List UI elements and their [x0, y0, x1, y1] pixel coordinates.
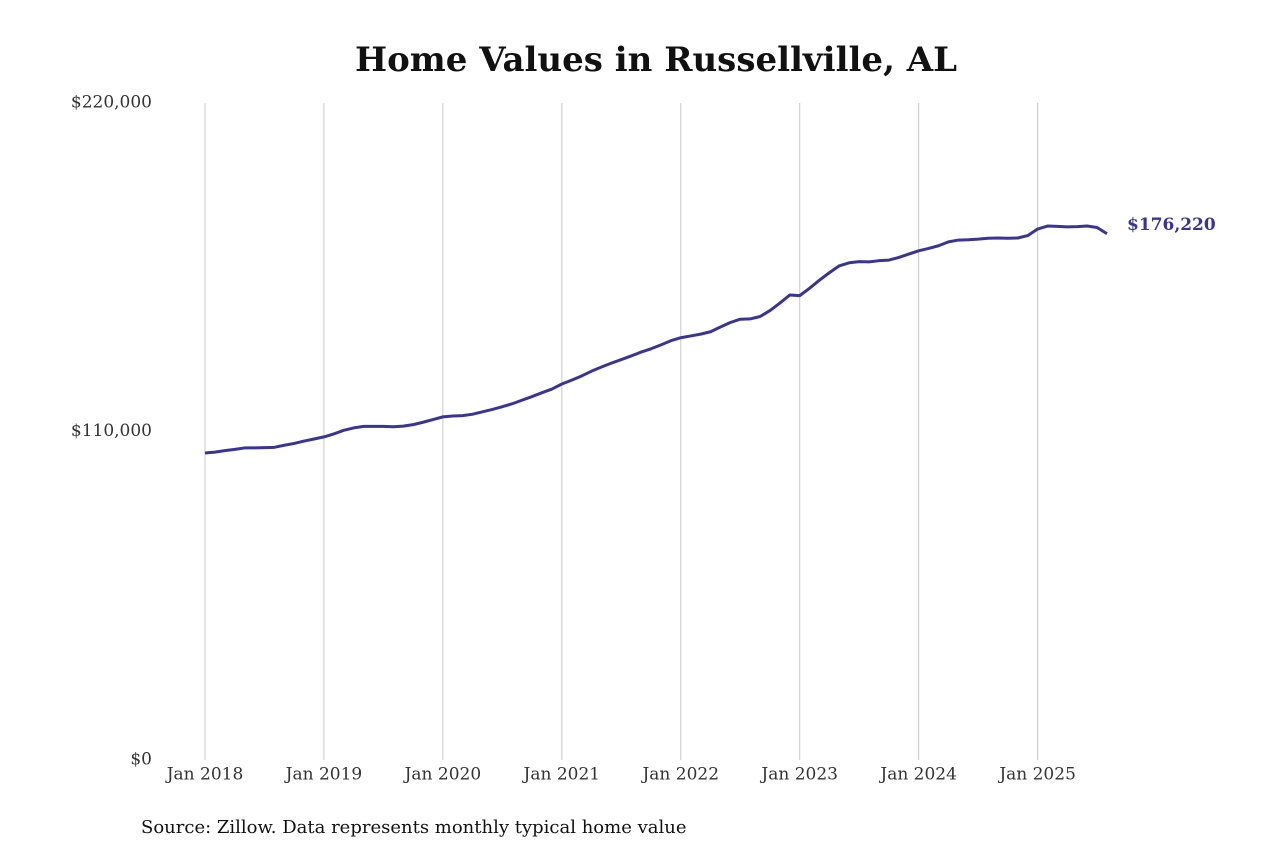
x-tick-label: Jan 2020: [403, 765, 482, 785]
x-tick-label: Jan 2019: [284, 765, 363, 785]
y-tick-label: $220,000: [71, 93, 152, 113]
series-line: [204, 224, 1108, 455]
x-tick-label: Jan 2022: [640, 765, 719, 785]
x-tick-label: Jan 2024: [878, 765, 957, 785]
value-label: $176,220: [1127, 215, 1216, 235]
y-tick-label: $110,000: [71, 421, 152, 441]
x-tick-label: Jan 2021: [522, 765, 601, 785]
source-note: Source: Zillow. Data represents monthly …: [141, 817, 687, 838]
y-tick-label: $0: [130, 750, 152, 770]
chart-title: Home Values in Russellville, AL: [355, 40, 957, 80]
x-tick-label: Jan 2018: [165, 765, 244, 785]
x-tick-label: Jan 2025: [997, 765, 1076, 785]
x-tick-label: Jan 2023: [759, 765, 838, 785]
